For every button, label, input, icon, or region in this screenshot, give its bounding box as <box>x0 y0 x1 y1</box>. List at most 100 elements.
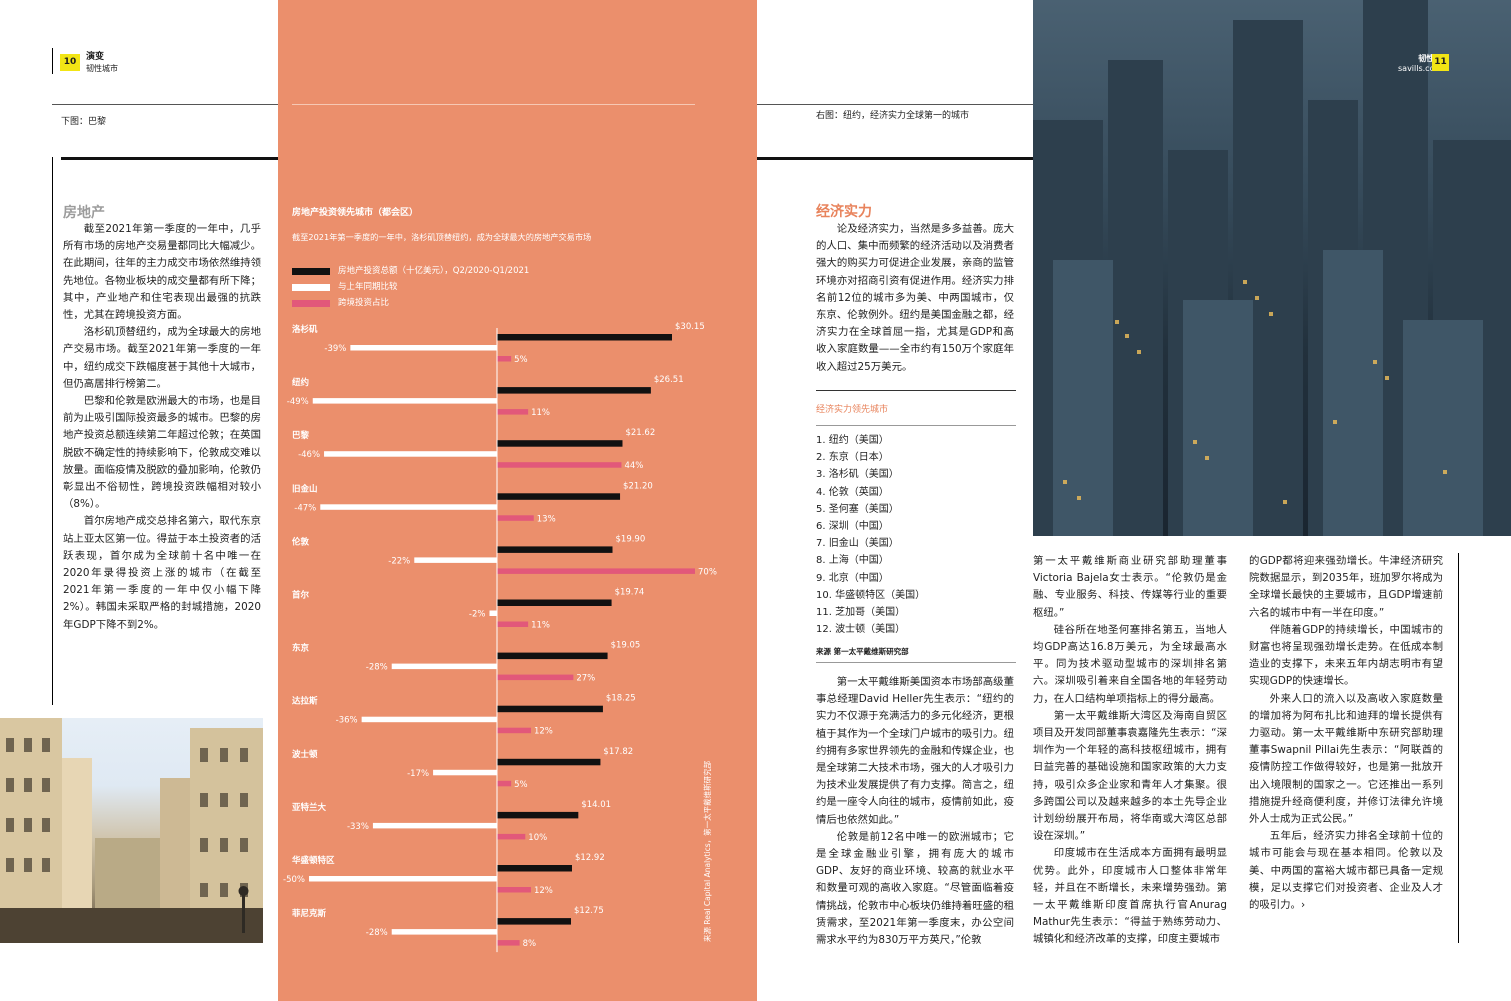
total-investment-bar <box>497 334 672 341</box>
yoy-change-bar <box>433 769 497 776</box>
paragraph: 硅谷所在地圣何塞排名第五，当地人均GDP高达16.8万美元，为全球最高水平。同为… <box>1033 623 1227 705</box>
paragraph: 五年后，经济实力排名全球前十位的城市可能会与现在基本相同。伦敦以及美、中两国的富… <box>1249 830 1443 912</box>
chart-panel: 房地产投资领先城市（都会区） 截至2021年第一季度的一年中，洛杉矶顶替纽约，成… <box>278 0 757 1001</box>
page-number-left: 10 <box>60 54 80 71</box>
header-rule-left <box>52 48 53 74</box>
section-header-title: 演变 <box>86 52 105 62</box>
list-item: 7. 旧金山（美国） <box>816 538 899 550</box>
list-sub-rule <box>816 425 1016 426</box>
chart-subtitle: 截至2021年第一季度的一年中，洛杉矶顶替纽约，成为全球最大的房地产交易市场 <box>292 232 592 242</box>
paragraph: 第一太平戴维斯商业研究部助理董事Victoria Bajela女士表示。“伦敦仍… <box>1033 555 1227 619</box>
list-item: 11. 芝加哥（美国） <box>816 607 906 619</box>
cross-border-bar <box>497 887 531 893</box>
total-investment-bar <box>497 440 623 447</box>
total-investment-label: $30.15 <box>675 322 705 332</box>
left-margin-rule <box>52 157 53 705</box>
legend-label-total: 房地产投资总额（十亿美元），Q2/2020-Q1/2021 <box>338 266 530 276</box>
yoy-change-bar <box>391 929 497 935</box>
real-estate-body: 截至2021年第一季度的一年中，几乎所有市场的房地产交易量都同比大幅减少。在此期… <box>63 221 261 634</box>
section-rule-right <box>757 157 1033 160</box>
list-item: 10. 华盛顿特区（美国） <box>816 589 926 601</box>
paragraph: 第一太平戴维斯大湾区及海南自贸区项目及开发同部董事袁嘉隆先生表示：“深圳作为一个… <box>1033 709 1227 843</box>
section-title-real-estate: 房地产 <box>63 205 105 221</box>
paragraph: 第一太平戴维斯美国资本市场部高级董事总经理David Heller先生表示：“纽… <box>816 676 1014 826</box>
category-label: 华盛顿特区 <box>292 855 335 866</box>
chart-title: 房地产投资领先城市（都会区） <box>292 208 419 218</box>
category-label: 洛杉矶 <box>292 324 318 335</box>
photo-caption-right: 右图：纽约，经济实力全球第一的城市 <box>816 111 970 121</box>
yoy-change-bar <box>312 398 497 404</box>
list-item: 4. 伦敦（英国） <box>816 486 889 498</box>
yoy-change-label: -50% <box>283 875 305 885</box>
cross-border-bar <box>497 409 529 415</box>
total-investment-label: $19.90 <box>616 534 646 544</box>
legend-label-crossborder: 跨境投资占比 <box>338 298 390 308</box>
total-investment-label: $19.74 <box>615 588 645 598</box>
legend-label-yoy: 与上年同期比较 <box>338 282 398 292</box>
economic-ranking-list: 1. 纽约（美国） 2. 东京（日本） 3. 洛杉矶（美国） 4. 伦敦（英国）… <box>816 432 1016 638</box>
paragraph: 巴黎和伦敦是欧洲最大的市场，也是目前为止吸引国际投资最多的城市。巴黎的房地产投资… <box>63 395 261 511</box>
total-investment-label: $14.01 <box>581 800 611 810</box>
cross-border-label: 11% <box>531 408 550 418</box>
yoy-change-bar <box>350 345 497 351</box>
legend-swatch-yoy <box>292 284 330 291</box>
paris-street-photo <box>0 718 263 943</box>
paragraph: 外来人口的流入以及高收入家庭数量的增加将为阿布扎比和迪拜的增长提供有力驱动。第一… <box>1249 692 1443 826</box>
category-label: 波士顿 <box>292 749 318 760</box>
total-investment-label: $26.51 <box>654 375 684 385</box>
section-title-economic: 经济实力 <box>816 204 872 220</box>
yoy-change-label: -36% <box>336 716 358 726</box>
category-label: 菲尼克斯 <box>292 908 327 919</box>
cross-border-bar <box>497 940 520 946</box>
yoy-change-bar <box>372 822 497 829</box>
total-investment-label: $21.20 <box>623 481 653 491</box>
yoy-change-label: -47% <box>294 503 316 513</box>
yoy-change-bar <box>309 876 497 882</box>
cross-border-label: 11% <box>531 621 550 631</box>
category-label: 伦敦 <box>292 536 310 547</box>
total-investment-label: $17.82 <box>603 747 633 757</box>
total-investment-bar <box>497 758 601 766</box>
yoy-change-label: -46% <box>298 450 320 460</box>
total-investment-label: $12.75 <box>574 906 604 916</box>
yoy-change-label: -49% <box>287 397 309 407</box>
yoy-change-label: -28% <box>366 663 388 673</box>
yoy-change-bar <box>324 451 497 457</box>
yoy-change-bar <box>414 557 497 563</box>
page-number-right: 11 <box>1432 54 1449 71</box>
total-investment-bar <box>497 599 612 606</box>
list-item: 12. 波士顿（美国） <box>816 624 906 636</box>
cross-border-label: 44% <box>624 461 643 471</box>
category-label: 纽约 <box>292 377 310 388</box>
list-item: 3. 洛杉矶（美国） <box>816 469 899 481</box>
list-bottom-rule <box>816 662 1016 663</box>
yoy-change-label: -33% <box>347 822 369 832</box>
paragraph: 的GDP都将迎来强劲增长。牛津经济研究院数据显示，到2035年，班加罗尔将成为全… <box>1249 555 1443 619</box>
total-investment-bar <box>497 652 608 660</box>
top-rule-left <box>52 104 278 105</box>
yoy-change-bar <box>489 610 497 616</box>
list-item: 2. 东京（日本） <box>816 452 889 464</box>
cross-border-label: 5% <box>514 355 528 365</box>
brand-url: savills.com <box>1398 64 1443 73</box>
list-item: 1. 纽约（美国） <box>816 435 889 446</box>
legend-swatch-crossborder <box>292 300 330 307</box>
paragraph: 截至2021年第一季度的一年中，几乎所有市场的房地产交易量都同比大幅减少。在此期… <box>63 223 261 322</box>
total-investment-bar <box>497 493 621 500</box>
right-margin-rule <box>1458 553 1459 943</box>
cross-border-label: 10% <box>528 833 547 843</box>
economic-col1: 第一太平戴维斯美国资本市场部高级董事总经理David Heller先生表示：“纽… <box>816 674 1014 949</box>
yoy-change-label: -28% <box>366 928 388 938</box>
list-item: 6. 深圳（中国） <box>816 521 889 533</box>
cross-border-label: 70% <box>698 567 717 577</box>
cross-border-bar <box>497 515 534 521</box>
paragraph: 首尔房地产成交总排名第六，取代东京站上亚太区第一位。得益于本土投资者的活跃表现，… <box>63 515 261 631</box>
yoy-change-label: -22% <box>388 556 410 566</box>
header-right-title: 韧性力 <box>1418 54 1443 63</box>
yoy-change-label: -2% <box>469 610 486 620</box>
category-label: 巴黎 <box>292 430 310 441</box>
list-top-rule <box>816 390 1016 391</box>
paragraph: 洛杉矶顶替纽约，成为全球最大的房地产交易市场。截至2021年第一季度的一年中，纽… <box>63 326 261 390</box>
brand-text: 韧性力 savills.com <box>1398 54 1442 74</box>
cross-border-bar <box>497 462 622 468</box>
